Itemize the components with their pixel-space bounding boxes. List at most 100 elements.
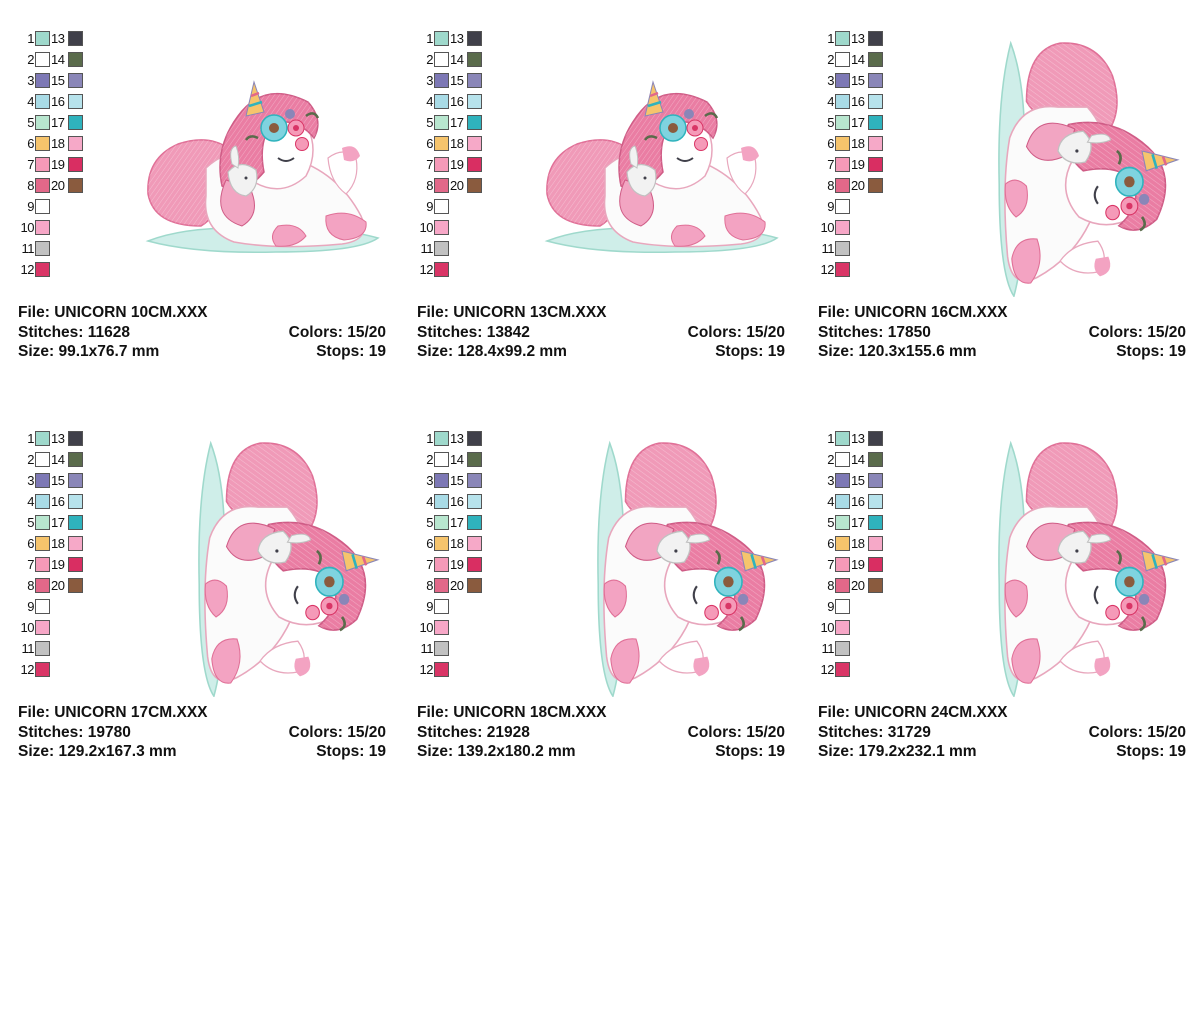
palette-row: 4 16 — [818, 493, 908, 514]
color-number: 14 — [51, 452, 65, 467]
colors-label: Colors: — [288, 723, 343, 741]
stitches-line: Stitches: 31729 — [818, 723, 931, 743]
color-number: 9 — [426, 199, 433, 214]
color-number: 20 — [851, 178, 865, 193]
color-swatch — [868, 73, 883, 88]
palette-row: 6 18 — [18, 135, 108, 156]
color-number: 5 — [27, 115, 34, 130]
color-number: 10 — [820, 220, 835, 235]
color-number: 7 — [426, 557, 433, 572]
color-number: 1 — [827, 431, 834, 446]
color-number: 12 — [20, 262, 35, 277]
color-number: 19 — [51, 157, 65, 172]
color-swatch — [467, 536, 482, 551]
color-swatch — [434, 220, 449, 235]
color-number: 11 — [821, 641, 835, 656]
palette-row: 8 20 — [818, 577, 908, 598]
color-swatch — [434, 73, 449, 88]
color-swatch — [868, 31, 883, 46]
color-swatch — [835, 473, 850, 488]
color-number: 3 — [426, 473, 433, 488]
color-number: 15 — [450, 473, 464, 488]
color-swatch — [835, 578, 850, 593]
color-number: 15 — [851, 473, 865, 488]
colors-value: 15/20 — [746, 323, 785, 341]
stitches-line: Stitches: 19780 — [18, 723, 131, 743]
color-swatch — [467, 136, 482, 151]
palette-row: 9 — [18, 198, 108, 219]
colors-value: 15/20 — [347, 723, 386, 741]
color-number: 6 — [827, 536, 834, 551]
color-number: 17 — [51, 115, 65, 130]
color-swatch — [35, 494, 50, 509]
color-number: 20 — [51, 178, 65, 193]
color-swatch — [467, 94, 482, 109]
color-swatch — [868, 94, 883, 109]
palette-row: 7 19 — [818, 156, 908, 177]
color-swatch — [835, 115, 850, 130]
stitches-line: Stitches: 17850 — [818, 323, 931, 343]
color-swatch — [434, 199, 449, 214]
palette-row: 1 13 — [818, 430, 908, 451]
color-swatch — [68, 452, 83, 467]
palette-row: 11 — [18, 640, 108, 661]
color-swatch — [35, 157, 50, 172]
unicorn-embroidery-image — [146, 80, 380, 254]
color-swatch — [868, 431, 883, 446]
color-number: 11 — [821, 241, 835, 256]
color-number: 14 — [851, 452, 865, 467]
palette-row: 7 19 — [417, 556, 507, 577]
color-number: 7 — [827, 157, 834, 172]
stops-label: Stops: — [715, 343, 764, 360]
color-number: 10 — [820, 620, 835, 635]
color-number: 11 — [21, 641, 35, 656]
color-swatch — [35, 199, 50, 214]
color-swatch — [835, 262, 850, 277]
stops-value: 19 — [767, 343, 785, 360]
stops-line: Stops: 19 — [715, 342, 785, 362]
color-number: 2 — [426, 452, 433, 467]
size-value: 129.2x167.3 mm — [58, 743, 177, 760]
palette-row: 12 — [417, 261, 507, 282]
color-swatch — [434, 136, 449, 151]
design-info: File: UNICORN 18CM.XXX Stitches: 21928 C… — [417, 703, 785, 762]
palette-row: 6 18 — [818, 135, 908, 156]
color-number: 2 — [426, 52, 433, 67]
palette-row: 9 — [818, 198, 908, 219]
color-number: 9 — [27, 199, 34, 214]
color-swatch — [434, 536, 449, 551]
palette-row: 4 16 — [818, 93, 908, 114]
color-swatch — [35, 73, 50, 88]
color-number: 20 — [851, 578, 865, 593]
color-swatch — [35, 515, 50, 530]
color-number: 8 — [426, 178, 433, 193]
color-swatch — [434, 599, 449, 614]
palette-row: 8 20 — [417, 177, 507, 198]
color-number: 5 — [827, 115, 834, 130]
file-label: File: — [417, 704, 449, 721]
color-number: 9 — [27, 599, 34, 614]
palette-row: 2 14 — [818, 451, 908, 472]
color-number: 3 — [827, 73, 834, 88]
color-swatch — [68, 515, 83, 530]
color-swatch — [835, 431, 850, 446]
color-number: 5 — [827, 515, 834, 530]
design-sheet-6: 1 13 2 14 3 15 4 16 5 17 6 18 7 19 8 20 9 10 11 12 File: UN… — [818, 430, 1198, 780]
color-swatch — [68, 73, 83, 88]
unicorn-embroidery-image — [596, 441, 779, 697]
color-number: 14 — [51, 52, 65, 67]
color-swatch — [434, 431, 449, 446]
palette-row: 1 13 — [818, 30, 908, 51]
color-number: 18 — [51, 136, 65, 151]
unicorn-embroidery-image — [197, 441, 380, 697]
palette-row: 5 17 — [417, 114, 507, 135]
color-swatch — [835, 157, 850, 172]
color-swatch — [467, 157, 482, 172]
design-info: File: UNICORN 17CM.XXX Stitches: 19780 C… — [18, 703, 386, 762]
color-swatch — [434, 557, 449, 572]
file-name: UNICORN 10CM.XXX — [54, 304, 208, 321]
palette-row: 10 — [417, 619, 507, 640]
color-swatch — [835, 178, 850, 193]
palette-row: 1 13 — [417, 30, 507, 51]
color-swatch — [835, 599, 850, 614]
